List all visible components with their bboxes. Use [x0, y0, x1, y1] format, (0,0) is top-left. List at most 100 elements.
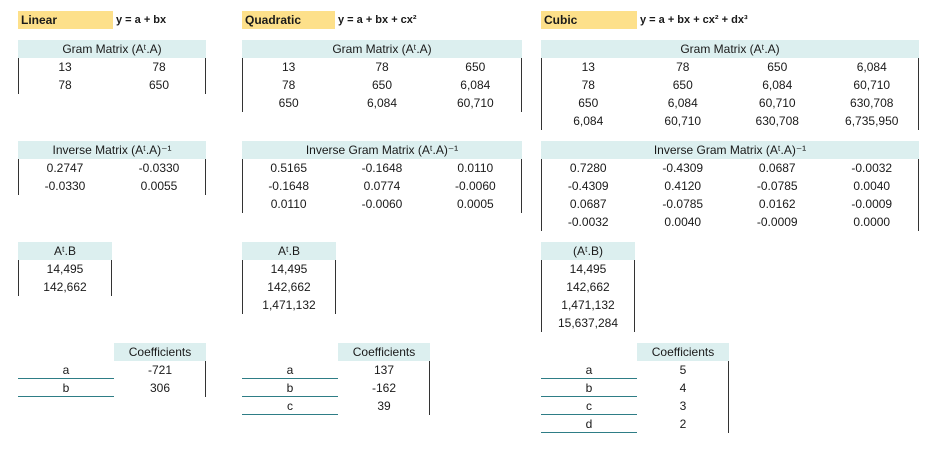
cubic-gram-matrix-cell[interactable]: 13 [581, 60, 595, 74]
cubic-coef-label: b [541, 379, 637, 397]
quadratic-gram-matrix-cell[interactable]: 60,710 [456, 96, 494, 110]
cubic-gram-matrix-cell[interactable]: 6,084 [856, 60, 887, 74]
quadratic-formula: y = a + bx + cx² [338, 14, 417, 26]
linear-gram-matrix-left-border [18, 58, 19, 94]
cubic-inverse-matrix-cell[interactable]: -0.0785 [756, 179, 798, 193]
quadratic-inverse-matrix-cell[interactable]: 0.0110 [270, 197, 307, 211]
cubic-coefficients-header: Coefficients [637, 343, 729, 361]
linear-gram-matrix-cell[interactable]: 78 [152, 60, 166, 74]
quadratic-gram-matrix-cell[interactable]: 650 [278, 96, 299, 110]
quadratic-coefficients-header: Coefficients [338, 343, 430, 361]
quadratic-gram-matrix-cell[interactable]: 6,084 [366, 96, 397, 110]
linear-inverse-matrix-cell[interactable]: 0.0055 [140, 179, 178, 193]
quadratic-gram-matrix-right-border [521, 58, 522, 112]
cubic-inverse-matrix-cell[interactable]: -0.4309 [567, 179, 609, 193]
cubic-coef-value[interactable]: 4 [679, 381, 687, 395]
quadratic-inverse-matrix-cell[interactable]: 0.0110 [457, 161, 494, 175]
cubic-coef-value[interactable]: 5 [679, 363, 687, 377]
linear-coefficients-header: Coefficients [114, 343, 206, 361]
cubic-gram-matrix-cell[interactable]: 6,735,950 [845, 114, 899, 128]
quadratic-inverse-matrix-header: Inverse Gram Matrix (Aᵗ.A)⁻¹ [242, 141, 522, 159]
cubic-gram-matrix-left-border [541, 58, 542, 130]
cubic-inverse-matrix-cell[interactable]: -0.0785 [662, 197, 704, 211]
cubic-inverse-matrix-cell[interactable]: -0.0009 [756, 215, 798, 229]
linear-gram-matrix-cell[interactable]: 78 [58, 78, 72, 92]
cubic-gram-matrix-cell[interactable]: 78 [676, 60, 690, 74]
linear-inverse-matrix-cell[interactable]: -0.0330 [138, 161, 180, 175]
cubic-inverse-matrix-cell[interactable]: 0.7280 [569, 161, 607, 175]
cubic-inverse-matrix-cell[interactable]: 0.0162 [758, 197, 796, 211]
quadratic-gram-matrix-cell[interactable]: 78 [375, 60, 389, 74]
quadratic-gram-matrix-cell[interactable]: 13 [281, 60, 296, 74]
cubic-inverse-matrix-cell[interactable]: 0.4120 [664, 179, 702, 193]
cubic-coef-label: d [541, 415, 637, 433]
cubic-coef-value[interactable]: 2 [679, 417, 687, 431]
cubic-atb-cell[interactable]: 14,495 [569, 262, 607, 276]
cubic-atb-cell[interactable]: 15,637,284 [557, 316, 619, 330]
quadratic-atb-cell[interactable]: 142,662 [267, 280, 311, 294]
cubic-gram-matrix-cell[interactable]: 60,710 [853, 78, 891, 92]
linear-atb-cell[interactable]: 14,495 [46, 262, 84, 276]
quadratic-coef-value[interactable]: -162 [371, 381, 397, 395]
quadratic-inverse-matrix-cell[interactable]: 0.0774 [363, 179, 401, 193]
cubic-coef-right-border [728, 361, 729, 433]
linear-inverse-matrix-left-border [18, 159, 19, 195]
cubic-title: Cubic [541, 11, 637, 29]
quadratic-inverse-matrix-cell[interactable]: -0.1648 [268, 179, 310, 193]
linear-coef-value[interactable]: 306 [149, 381, 171, 395]
cubic-gram-matrix-cell[interactable]: 650 [672, 78, 693, 92]
quadratic-inverse-matrix-cell[interactable]: 0.5165 [270, 161, 308, 175]
linear-coef-right-border [205, 361, 206, 397]
cubic-inverse-matrix-cell[interactable]: -0.0032 [851, 161, 893, 175]
linear-gram-matrix-right-border [205, 58, 206, 94]
linear-gram-matrix-cell[interactable]: 650 [148, 78, 170, 92]
linear-inverse-matrix-header: Inverse Matrix (Aᵗ.A)⁻¹ [18, 141, 206, 159]
quadratic-gram-matrix-cell[interactable]: 650 [465, 60, 486, 74]
cubic-inverse-matrix-cell[interactable]: 0.0687 [569, 197, 607, 211]
quadratic-inverse-matrix-cell[interactable]: -0.1648 [361, 161, 403, 175]
linear-inverse-matrix-cell[interactable]: 0.2747 [46, 161, 84, 175]
quadratic-inverse-matrix-cell[interactable]: -0.0060 [454, 179, 496, 193]
cubic-inverse-matrix-header: Inverse Gram Matrix (Aᵗ.A)⁻¹ [541, 141, 919, 159]
cubic-coef-value[interactable]: 3 [679, 399, 687, 413]
cubic-gram-matrix-cell[interactable]: 630,708 [755, 114, 799, 128]
cubic-atb-cell[interactable]: 142,662 [566, 280, 610, 294]
cubic-inverse-matrix-cell[interactable]: 0.0000 [853, 215, 891, 229]
cubic-gram-matrix-cell[interactable]: 6,084 [762, 78, 793, 92]
cubic-gram-matrix-cell[interactable]: 78 [581, 78, 595, 92]
cubic-inverse-matrix-cell[interactable]: -0.0032 [567, 215, 609, 229]
cubic-coef-label: c [541, 397, 637, 415]
cubic-inverse-matrix-cell[interactable]: 0.0687 [758, 161, 796, 175]
cubic-gram-matrix-cell[interactable]: 630,708 [850, 96, 894, 110]
quadratic-atb-cell[interactable]: 14,495 [270, 262, 308, 276]
cubic-gram-matrix-cell[interactable]: 60,710 [664, 114, 702, 128]
quadratic-atb-header: Aᵗ.B [242, 242, 336, 260]
cubic-gram-matrix-cell[interactable]: 6,084 [667, 96, 698, 110]
cubic-inverse-matrix-cell[interactable]: -0.0009 [851, 197, 893, 211]
quadratic-coef-value[interactable]: 39 [377, 399, 391, 413]
linear-atb-header: Aᵗ.B [18, 242, 112, 260]
quadratic-coef-label: c [242, 397, 338, 415]
cubic-atb-cell[interactable]: 1,471,132 [561, 298, 615, 312]
linear-atb-cell[interactable]: 142,662 [43, 280, 87, 294]
linear-title: Linear [18, 11, 113, 29]
quadratic-gram-matrix-cell[interactable]: 650 [371, 78, 392, 92]
linear-inverse-matrix-cell[interactable]: -0.0330 [44, 179, 86, 193]
cubic-inverse-matrix-cell[interactable]: 0.0040 [853, 179, 891, 193]
quadratic-gram-matrix-cell[interactable]: 78 [281, 78, 296, 92]
linear-gram-matrix-cell[interactable]: 13 [58, 60, 72, 74]
linear-coef-label: a [18, 361, 114, 379]
quadratic-inverse-matrix-cell[interactable]: 0.0005 [456, 197, 494, 211]
quadratic-gram-matrix-cell[interactable]: 6,084 [460, 78, 491, 92]
linear-inverse-matrix-right-border [205, 159, 206, 195]
cubic-gram-matrix-cell[interactable]: 6,084 [573, 114, 604, 128]
cubic-inverse-matrix-cell[interactable]: -0.4309 [662, 161, 704, 175]
cubic-inverse-matrix-cell[interactable]: 0.0040 [664, 215, 702, 229]
linear-coef-value[interactable]: -721 [147, 363, 173, 377]
cubic-gram-matrix-cell[interactable]: 650 [578, 96, 599, 110]
quadratic-inverse-matrix-cell[interactable]: -0.0060 [361, 197, 403, 211]
cubic-gram-matrix-cell[interactable]: 650 [767, 60, 788, 74]
quadratic-atb-cell[interactable]: 1,471,132 [262, 298, 316, 312]
quadratic-coef-value[interactable]: 137 [373, 363, 395, 377]
cubic-gram-matrix-cell[interactable]: 60,710 [758, 96, 796, 110]
